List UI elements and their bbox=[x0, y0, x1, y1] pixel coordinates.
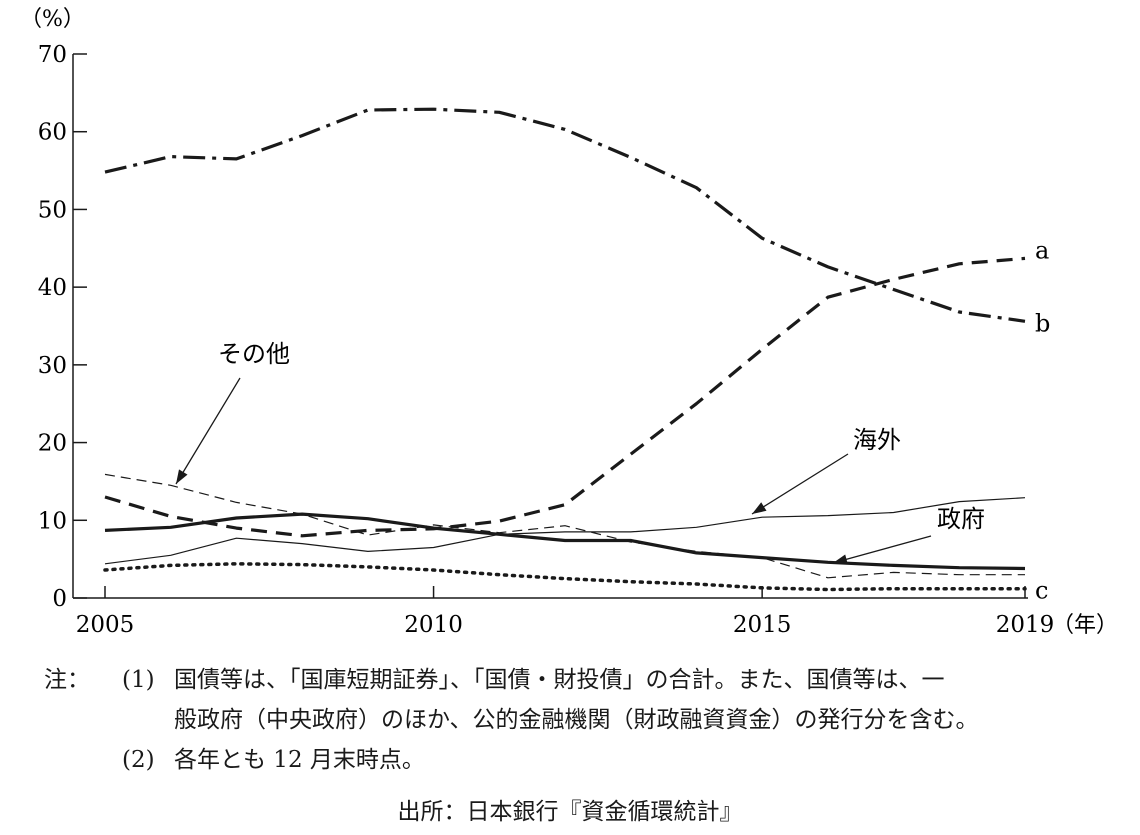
y-tick-label: 40 bbox=[38, 275, 67, 301]
series-label-c: c bbox=[1035, 577, 1048, 605]
note-prefix: 注： bbox=[44, 667, 90, 693]
note-prefix-spacer bbox=[44, 740, 122, 780]
callout-arrowhead bbox=[176, 469, 188, 484]
x-unit-label: （年） bbox=[1052, 613, 1118, 638]
series-line-4 bbox=[104, 512, 1026, 571]
callout-label: その他 bbox=[218, 340, 290, 368]
y-tick-label: 50 bbox=[38, 197, 67, 223]
source-citation: 出所：日本銀行『資金循環統計』 bbox=[397, 799, 743, 825]
callout-arrowhead bbox=[833, 554, 848, 565]
y-tick-label: 60 bbox=[38, 120, 67, 146]
x-tick-label: 2019 bbox=[996, 612, 1055, 638]
note-number: (1) bbox=[122, 667, 155, 693]
note-1-continued: 般政府（中央政府）のほか、公的金融機関（財政融資資金）の発行分を含む。 bbox=[44, 700, 979, 740]
x-tick-label: 2005 bbox=[76, 612, 135, 638]
series-line-3 bbox=[103, 562, 1027, 592]
y-tick-label: 30 bbox=[38, 353, 67, 379]
callout-leader-line bbox=[832, 535, 932, 564]
series-line-6 bbox=[104, 473, 1025, 579]
callout-arrowhead bbox=[752, 502, 767, 514]
callout-leader-line bbox=[175, 377, 241, 485]
y-tick-label: 70 bbox=[38, 42, 67, 68]
note-2: (2) 各年とも 12 月末時点。 bbox=[44, 740, 979, 780]
series-label-b: b bbox=[1035, 309, 1050, 337]
line-chart: 0 10 20 30 40 50 60 70 2005 2010 2015 2019 a b c その他海外… bbox=[20, 7, 1118, 638]
axes bbox=[72, 54, 1028, 599]
series-line-5 bbox=[104, 497, 1026, 565]
callout-label: 海外 bbox=[853, 426, 901, 454]
y-tick-label: 20 bbox=[38, 431, 67, 457]
note-text: 国債等は、「国庫短期証券」、「国債・財投債」の合計。また、国債等は、一 bbox=[174, 667, 945, 693]
series-label-a: a bbox=[1035, 236, 1049, 264]
callout-label: 政府 bbox=[937, 505, 985, 533]
x-tick-label: 2010 bbox=[404, 612, 463, 638]
notes: 注： (1) 国債等は、「国庫短期証券」、「国債・財投債」の合計。また、国債等は… bbox=[44, 660, 979, 780]
y-tick-label: 10 bbox=[38, 508, 67, 534]
note-number: (2) bbox=[122, 747, 155, 773]
y-unit-label: （%） bbox=[20, 7, 85, 32]
ticks: 0 10 20 30 40 50 60 70 2005 2010 2015 2019 bbox=[38, 42, 1055, 638]
series-line-1 bbox=[104, 256, 1026, 538]
series-line-2 bbox=[104, 107, 1026, 323]
note-1: 注： (1) 国債等は、「国庫短期証券」、「国債・財投債」の合計。また、国債等は… bbox=[44, 660, 979, 700]
note-text: 般政府（中央政府）のほか、公的金融機関（財政融資資金）の発行分を含む。 bbox=[174, 707, 979, 733]
series-lines bbox=[103, 107, 1027, 592]
callout-leader-line bbox=[751, 453, 849, 515]
x-tick-label: 2015 bbox=[733, 612, 792, 638]
note-text: 各年とも 12 月末時点。 bbox=[174, 747, 425, 773]
y-tick-label: 0 bbox=[52, 586, 67, 612]
